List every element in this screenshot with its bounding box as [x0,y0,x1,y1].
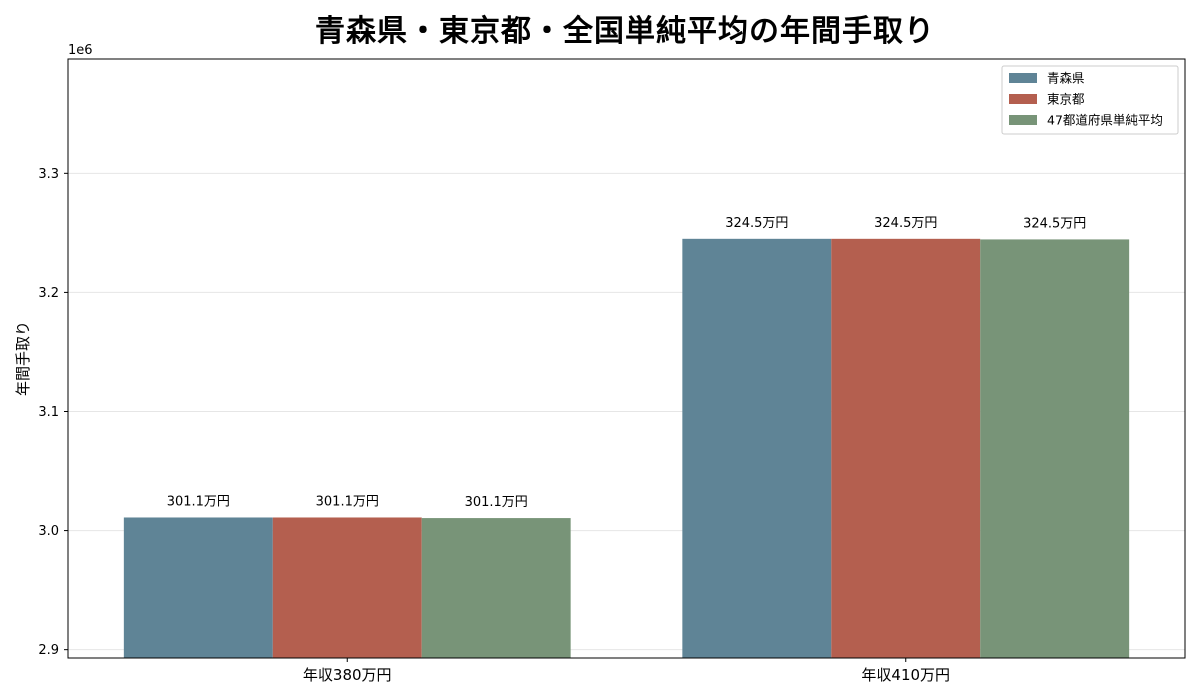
data-label-0-1: 301.1万円 [316,494,379,509]
legend-swatch-0 [1009,73,1037,83]
legend-box [1001,65,1179,135]
legend-swatch-2 [1009,115,1037,125]
legend-label-1: 東京都 [1047,92,1085,107]
y-axis-label: 年間手取り [14,321,32,396]
bar-0-0 [123,517,273,658]
data-labels-layer: 301.1万円 301.1万円 301.1万円 324.5万円 324.5万円 324.5… [167,216,1087,510]
y-tick-label-0: 2.9 [38,643,59,658]
y-ticks-layer: 2.9 3.0 3.1 3.2 3.3 [38,167,68,658]
bar-1-1 [831,238,981,658]
y-tick-label-2: 3.1 [38,405,59,420]
axes-frame [67,58,1186,659]
bars-layer [123,238,1130,658]
x-ticks-layer: 年収380万円 年収410万円 [303,658,950,684]
y-axis-offset-text: 1e6 [68,43,93,58]
y-tick-label-3: 3.2 [38,286,59,301]
x-tick-label-0: 年収380万円 [303,666,392,684]
bar-0-1 [272,517,422,658]
legend-swatch-1 [1009,94,1037,104]
bar-1-2 [980,239,1130,658]
x-tick-label-1: 年収410万円 [861,666,950,684]
data-label-1-1: 324.5万円 [874,216,937,231]
y-tick-label-1: 3.0 [38,524,59,539]
data-label-0-2: 301.1万円 [465,495,528,510]
data-label-1-0: 324.5万円 [725,216,788,231]
chart-title: 青森県・東京都・全国単純平均の年間手取り [315,14,935,49]
y-tick-label-4: 3.3 [38,167,59,182]
legend-label-2: 47都道府県単純平均 [1047,113,1163,128]
bar-1-0 [682,238,832,658]
bar-0-2 [421,518,571,658]
legend-label-0: 青森県 [1047,71,1085,86]
data-label-1-2: 324.5万円 [1023,216,1086,231]
data-label-0-0: 301.1万円 [167,494,230,509]
